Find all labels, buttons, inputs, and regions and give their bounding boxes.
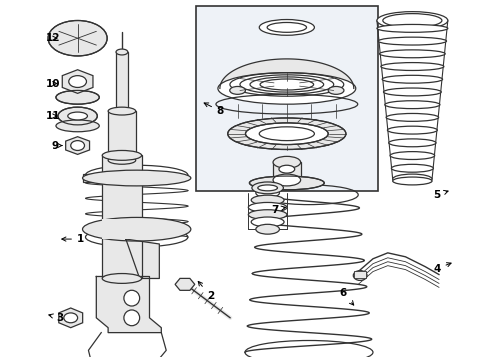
Ellipse shape bbox=[56, 90, 99, 104]
Ellipse shape bbox=[388, 139, 435, 147]
Text: 3: 3 bbox=[49, 313, 63, 323]
Ellipse shape bbox=[376, 12, 447, 30]
Ellipse shape bbox=[272, 156, 300, 168]
Text: 7: 7 bbox=[270, 204, 285, 215]
Text: 9: 9 bbox=[51, 140, 61, 150]
Text: 5: 5 bbox=[432, 190, 447, 200]
Text: 6: 6 bbox=[339, 288, 353, 305]
Ellipse shape bbox=[102, 150, 142, 160]
Ellipse shape bbox=[377, 37, 446, 45]
Ellipse shape bbox=[68, 112, 87, 120]
Text: 11: 11 bbox=[46, 111, 60, 121]
Ellipse shape bbox=[108, 107, 136, 115]
Bar bbox=[353, 271, 366, 278]
Ellipse shape bbox=[82, 170, 190, 186]
Polygon shape bbox=[96, 276, 161, 333]
Polygon shape bbox=[62, 70, 93, 93]
Text: 12: 12 bbox=[46, 33, 60, 43]
Ellipse shape bbox=[108, 156, 136, 164]
Text: 2: 2 bbox=[198, 282, 214, 301]
Bar bbox=[82, 174, 161, 182]
Ellipse shape bbox=[390, 164, 432, 172]
Ellipse shape bbox=[352, 271, 366, 280]
Bar bbox=[108, 111, 136, 160]
Ellipse shape bbox=[272, 174, 300, 186]
Ellipse shape bbox=[58, 107, 97, 125]
Bar bbox=[195, 6, 377, 191]
Ellipse shape bbox=[392, 174, 431, 184]
Ellipse shape bbox=[248, 210, 286, 220]
Ellipse shape bbox=[255, 188, 279, 198]
Ellipse shape bbox=[123, 310, 140, 326]
Ellipse shape bbox=[382, 75, 442, 83]
Ellipse shape bbox=[380, 63, 443, 71]
Text: 8: 8 bbox=[203, 103, 224, 116]
Ellipse shape bbox=[218, 73, 355, 104]
Ellipse shape bbox=[278, 165, 294, 173]
Ellipse shape bbox=[251, 182, 283, 194]
Ellipse shape bbox=[123, 290, 140, 306]
Bar bbox=[102, 219, 142, 239]
Ellipse shape bbox=[69, 76, 86, 87]
Ellipse shape bbox=[249, 176, 324, 190]
Ellipse shape bbox=[251, 217, 284, 227]
Ellipse shape bbox=[383, 88, 440, 96]
Ellipse shape bbox=[245, 123, 327, 145]
Bar bbox=[116, 52, 127, 111]
Ellipse shape bbox=[384, 101, 439, 109]
Ellipse shape bbox=[389, 152, 434, 159]
Text: 4: 4 bbox=[432, 263, 450, 274]
Ellipse shape bbox=[102, 274, 142, 283]
Ellipse shape bbox=[327, 86, 343, 94]
Ellipse shape bbox=[71, 141, 84, 150]
Ellipse shape bbox=[376, 24, 447, 32]
Ellipse shape bbox=[227, 118, 345, 149]
Polygon shape bbox=[59, 308, 82, 328]
Ellipse shape bbox=[257, 185, 277, 191]
Ellipse shape bbox=[116, 108, 127, 114]
Ellipse shape bbox=[266, 22, 306, 32]
Bar bbox=[102, 156, 142, 278]
Text: 10: 10 bbox=[46, 78, 60, 89]
Ellipse shape bbox=[255, 224, 279, 234]
Ellipse shape bbox=[379, 50, 444, 58]
Ellipse shape bbox=[82, 217, 190, 241]
Polygon shape bbox=[125, 239, 159, 278]
Ellipse shape bbox=[116, 49, 127, 55]
Ellipse shape bbox=[259, 19, 314, 35]
Polygon shape bbox=[175, 278, 194, 290]
Ellipse shape bbox=[248, 202, 286, 212]
Polygon shape bbox=[65, 137, 89, 154]
Ellipse shape bbox=[382, 14, 441, 27]
Ellipse shape bbox=[386, 113, 438, 121]
Ellipse shape bbox=[386, 126, 436, 134]
Ellipse shape bbox=[56, 120, 99, 132]
Ellipse shape bbox=[229, 86, 245, 94]
Ellipse shape bbox=[48, 21, 107, 56]
Bar bbox=[272, 162, 300, 180]
Ellipse shape bbox=[251, 195, 284, 205]
Ellipse shape bbox=[392, 177, 431, 185]
Text: 1: 1 bbox=[61, 234, 84, 244]
Ellipse shape bbox=[64, 313, 78, 323]
